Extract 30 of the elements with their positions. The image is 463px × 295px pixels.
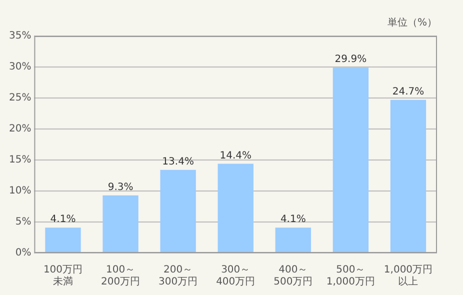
y-tick-label: 0%	[15, 248, 32, 259]
bar	[102, 195, 138, 252]
y-tick-label: 5%	[15, 216, 32, 228]
bar	[218, 164, 254, 252]
data-label: 29.9%	[334, 54, 367, 66]
x-tick-label: 500～ 1,000万円	[326, 264, 376, 288]
y-tick-label: 35%	[8, 30, 32, 42]
x-tick-label: 400～ 500万円	[274, 264, 313, 288]
y-tick-label: 25%	[8, 92, 32, 104]
y-tick-label: 20%	[8, 124, 32, 135]
bar	[332, 68, 369, 252]
bar	[390, 100, 426, 252]
text: 単位（%）	[387, 16, 437, 29]
x-tick-label: 200～ 300万円	[158, 264, 198, 288]
x-tick-label: 100～ 200万円	[100, 264, 140, 288]
data-label: 9.3%	[108, 182, 134, 193]
data-label: 24.7%	[392, 86, 424, 98]
bar	[275, 228, 311, 252]
y-tick-label: 30%	[8, 62, 32, 73]
data-label: 14.4%	[220, 150, 252, 162]
bar	[45, 228, 81, 252]
data-label: 13.4%	[162, 156, 194, 168]
x-tick-label: 100万円未満	[43, 264, 83, 288]
x-tick-label: 300～ 400万円	[216, 264, 256, 288]
y-tick-label: 10%	[8, 186, 32, 197]
x-tick-label: 1,000万円以上	[384, 264, 433, 288]
bar	[160, 170, 196, 252]
data-label: 4.1%	[280, 214, 306, 226]
data-label: 4.1%	[50, 214, 76, 226]
y-tick-label: 15%	[8, 154, 32, 166]
